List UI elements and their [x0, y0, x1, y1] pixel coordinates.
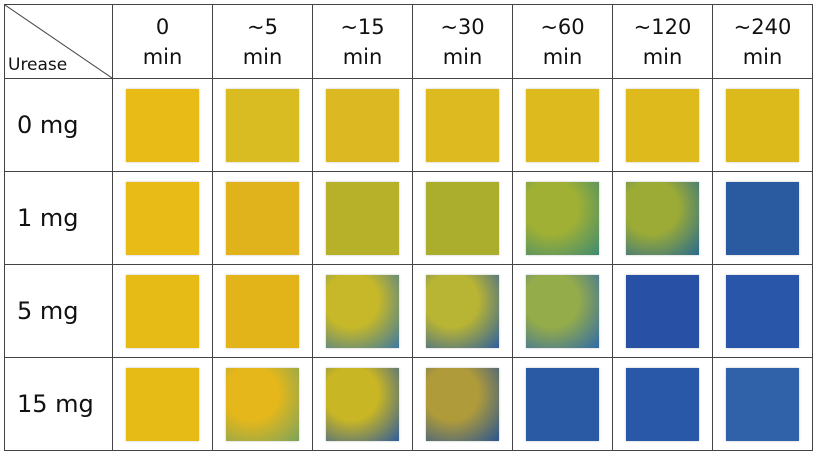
sample-swatch	[626, 274, 699, 348]
sample-swatch	[326, 88, 399, 162]
sample-swatch	[326, 181, 399, 255]
sample-swatch	[226, 274, 299, 348]
row-label: 0 mg	[4, 78, 113, 172]
column-time: ~15	[340, 14, 385, 39]
column-header-2: ~15 min	[312, 4, 413, 79]
sample-cell	[612, 78, 713, 172]
header-row: Urease 0 min ~5 min ~15 min ~30 min ~60 min ~…	[4, 4, 813, 79]
sample-cell	[412, 78, 513, 172]
column-header-1: ~5 min	[212, 4, 313, 79]
column-header-0: 0 min	[112, 4, 213, 79]
color-change-table: Urease 0 min ~5 min ~15 min ~30 min ~60 min ~…	[4, 4, 813, 451]
sample-swatch	[126, 181, 199, 255]
sample-swatch	[526, 88, 599, 162]
sample-cell	[412, 264, 513, 358]
sample-swatch	[326, 367, 399, 441]
sample-cell	[212, 357, 313, 451]
sample-swatch	[526, 181, 599, 255]
sample-cell	[712, 171, 813, 265]
column-time: ~60	[540, 14, 585, 39]
sample-swatch	[626, 88, 699, 162]
row-label: 1 mg	[4, 171, 113, 265]
sample-swatch	[226, 88, 299, 162]
column-time: ~5	[247, 14, 278, 39]
sample-cell	[512, 171, 613, 265]
column-header-3: ~30 min	[412, 4, 513, 79]
column-unit: min	[142, 44, 183, 69]
urease-label: Urease	[8, 55, 68, 75]
sample-swatch	[526, 274, 599, 348]
sample-swatch	[426, 88, 499, 162]
column-header-4: ~60 min	[512, 4, 613, 79]
sample-swatch	[726, 367, 799, 441]
sample-cell	[112, 171, 213, 265]
sample-swatch	[726, 88, 799, 162]
sample-cell	[712, 264, 813, 358]
sample-cell	[612, 171, 713, 265]
column-unit: min	[742, 44, 783, 69]
sample-swatch	[226, 367, 299, 441]
column-unit: min	[242, 44, 283, 69]
corner-header-cell: Urease	[4, 4, 113, 79]
row-label: 5 mg	[4, 264, 113, 358]
sample-cell	[712, 357, 813, 451]
sample-cell	[112, 264, 213, 358]
sample-cell	[512, 357, 613, 451]
row-15mg: 15 mg	[4, 357, 813, 451]
row-0mg: 0 mg	[4, 78, 813, 172]
sample-cell	[312, 171, 413, 265]
sample-cell	[412, 171, 513, 265]
column-time: ~30	[440, 14, 485, 39]
sample-swatch	[626, 181, 699, 255]
column-unit: min	[342, 44, 383, 69]
sample-cell	[512, 78, 613, 172]
row-label: 15 mg	[4, 357, 113, 451]
sample-cell	[212, 264, 313, 358]
row-1mg: 1 mg	[4, 171, 813, 265]
sample-cell	[412, 357, 513, 451]
sample-cell	[212, 78, 313, 172]
sample-swatch	[326, 274, 399, 348]
diagonal-divider	[5, 5, 112, 78]
row-5mg: 5 mg	[4, 264, 813, 358]
sample-swatch	[526, 367, 599, 441]
sample-swatch	[626, 367, 699, 441]
sample-swatch	[226, 181, 299, 255]
sample-cell	[312, 264, 413, 358]
sample-cell	[112, 357, 213, 451]
sample-swatch	[426, 367, 499, 441]
column-time: ~240	[733, 14, 792, 39]
column-time: ~120	[633, 14, 692, 39]
sample-cell	[612, 357, 713, 451]
column-unit: min	[642, 44, 683, 69]
sample-swatch	[126, 367, 199, 441]
column-time: 0	[155, 14, 170, 39]
sample-cell	[212, 171, 313, 265]
sample-cell	[712, 78, 813, 172]
column-unit: min	[442, 44, 483, 69]
sample-cell	[312, 357, 413, 451]
sample-cell	[512, 264, 613, 358]
sample-swatch	[126, 88, 199, 162]
column-unit: min	[542, 44, 583, 69]
sample-cell	[112, 78, 213, 172]
sample-swatch	[126, 274, 199, 348]
column-header-6: ~240 min	[712, 4, 813, 79]
sample-swatch	[426, 181, 499, 255]
sample-cell	[312, 78, 413, 172]
sample-swatch	[426, 274, 499, 348]
column-header-5: ~120 min	[612, 4, 713, 79]
sample-cell	[612, 264, 713, 358]
sample-swatch	[726, 274, 799, 348]
sample-swatch	[726, 181, 799, 255]
